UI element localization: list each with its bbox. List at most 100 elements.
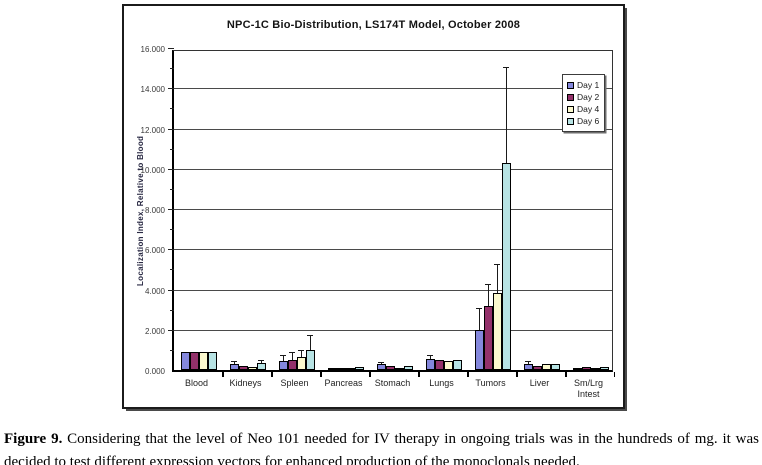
x-tick	[566, 372, 567, 377]
legend-item: Day 6	[567, 116, 599, 126]
x-tick	[222, 372, 223, 377]
bar-group	[370, 51, 419, 370]
legend-item: Day 4	[567, 104, 599, 114]
bar-day-2	[287, 359, 297, 370]
x-tick	[419, 372, 420, 377]
error-bar-cap	[289, 351, 295, 353]
error-bar-cap	[378, 361, 384, 363]
error-bar	[282, 355, 284, 361]
y-tick	[168, 168, 174, 170]
x-tick	[320, 372, 321, 377]
error-bar-cap	[476, 307, 482, 309]
bar-day-4	[345, 368, 355, 370]
x-tick	[370, 372, 371, 377]
x-tick	[516, 372, 517, 377]
gridline	[174, 249, 612, 251]
bar-day-2	[238, 365, 248, 370]
y-tick	[170, 148, 174, 150]
y-tick	[168, 289, 174, 291]
y-axis-labels: 0.000 2.000 4.000 6.000 8.000 10.000 12.000 14.…	[124, 45, 168, 376]
bar-day-4	[198, 351, 208, 370]
legend-label: Day 1	[577, 80, 600, 90]
x-axis-labels: Blood Kidneys Spleen Pancreas Stomach Lungs Tu…	[172, 378, 613, 408]
legend-swatch	[567, 105, 574, 113]
bar-day-1	[376, 364, 386, 370]
legend-swatch	[567, 81, 574, 89]
bar-group	[272, 51, 321, 370]
legend-label: Day 4	[577, 104, 600, 114]
legend: Day 1 Day 2 Day 4 Day 6	[562, 74, 606, 132]
y-tick-label: 6.000	[144, 246, 165, 256]
error-bar-cap	[280, 354, 286, 356]
error-bar-cap	[258, 359, 264, 361]
y-tick-label: 16.000	[140, 45, 165, 54]
error-bar	[309, 335, 311, 350]
error-bar-cap	[298, 349, 304, 351]
figure-caption: Figure 9. Considering that the level of …	[4, 428, 759, 465]
bar-group	[566, 51, 615, 370]
x-tick-label: Blood	[184, 378, 209, 388]
bar-day-6	[305, 349, 315, 370]
bar-day-1	[523, 363, 533, 370]
gridline	[174, 209, 612, 210]
bar-day-4	[247, 366, 257, 370]
bar-day-2	[483, 305, 493, 370]
bar-day-2	[532, 365, 542, 370]
bar-day-4	[590, 367, 600, 370]
y-tick	[168, 48, 174, 49]
x-tick-label: Kidneys	[229, 378, 262, 388]
y-tick	[168, 209, 174, 210]
y-tick	[170, 68, 174, 70]
x-tick-label: Tumors	[475, 378, 506, 388]
bar-day-1	[180, 351, 190, 370]
x-tick-label: Sm/Lrg Intest	[573, 378, 603, 400]
bar-day-1	[425, 358, 435, 370]
bar-day-4	[541, 364, 551, 370]
error-bar	[527, 362, 529, 364]
bar-day-4	[443, 360, 453, 370]
x-tick	[614, 372, 615, 377]
error-bar	[505, 68, 507, 163]
error-bar-cap	[427, 354, 433, 356]
y-tick-label: 14.000	[140, 85, 165, 95]
x-tick	[271, 372, 272, 377]
y-tick	[168, 88, 174, 90]
x-tick-label: Lungs	[429, 378, 454, 388]
y-tick	[170, 229, 174, 231]
y-tick	[170, 188, 174, 190]
bar-day-1	[229, 364, 239, 370]
bar-day-6	[403, 365, 413, 370]
x-tick-label: Pancreas	[324, 378, 363, 388]
bar-day-2	[189, 351, 199, 370]
bar-group	[174, 51, 223, 370]
y-tick	[168, 249, 174, 251]
chart-title: NPC-1C Bio-Distribution, LS174T Model, O…	[226, 19, 521, 31]
error-bar	[380, 362, 382, 365]
caption-label: Figure 9.	[4, 431, 63, 447]
legend-label: Day 2	[577, 92, 600, 102]
error-bar	[487, 285, 489, 306]
error-bar-cap	[485, 284, 491, 286]
x-tick	[418, 372, 419, 377]
error-bar	[429, 355, 431, 359]
x-tick	[517, 372, 518, 377]
legend-item: Day 2	[567, 92, 599, 102]
y-tick	[168, 329, 174, 331]
bar-group	[468, 51, 517, 370]
bar-group	[223, 51, 272, 370]
bar-day-1	[572, 367, 582, 370]
bar-day-2	[434, 360, 444, 370]
error-bar	[300, 350, 302, 357]
bar-day-6	[207, 351, 217, 370]
error-bar	[260, 360, 262, 364]
y-tick	[170, 108, 174, 110]
y-tick-label: 10.000	[140, 165, 165, 175]
y-tick	[170, 309, 174, 311]
bar-day-1	[278, 360, 288, 370]
bar-day-6	[354, 366, 364, 370]
y-tick-label: 4.000	[144, 286, 165, 296]
error-bar	[291, 352, 293, 360]
caption-text: Considering that the level of Neo 101 ne…	[4, 431, 760, 465]
error-bar-cap	[525, 361, 531, 363]
